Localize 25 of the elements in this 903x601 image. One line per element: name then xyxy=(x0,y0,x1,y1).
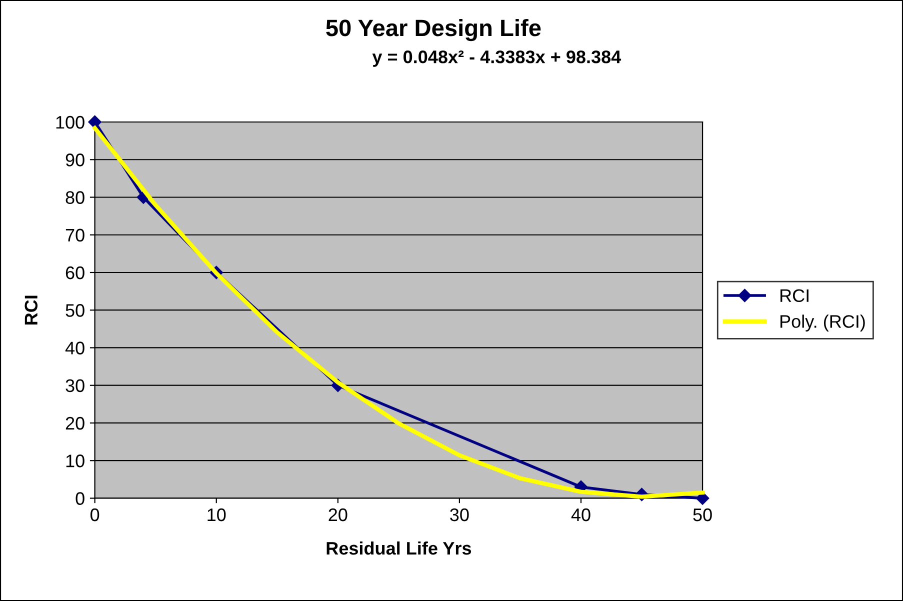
point xyxy=(88,115,102,129)
y-tick-label: 90 xyxy=(66,154,84,166)
y-tick-label: 30 xyxy=(66,379,84,392)
y-tick-label: 10 xyxy=(66,454,84,468)
x-tick-label: 0 xyxy=(90,508,100,522)
x-axis-title: Residual Life Yrs xyxy=(326,541,472,555)
x-tick-label: 30 xyxy=(450,508,469,522)
legend-label: Poly. (RCI) xyxy=(780,314,865,332)
chart-subtitle: y = 0.048x² - 4.3383x + 98.384 xyxy=(372,50,622,67)
x-tick-label: 20 xyxy=(328,508,348,522)
y-tick-label: 70 xyxy=(66,228,84,242)
y-tick-label: 40 xyxy=(65,342,84,354)
y-tick-label: 50 xyxy=(66,304,84,317)
y-tick-label: 60 xyxy=(66,266,84,280)
legend-label: RCI xyxy=(780,289,808,302)
point xyxy=(696,492,710,505)
y-tick-label: 100 xyxy=(56,116,84,129)
x-tick-label: 40 xyxy=(571,508,590,522)
y-tick-label: 80 xyxy=(66,191,84,204)
y-tick-label: 20 xyxy=(66,416,84,430)
chart-title: 50 Year Design Life xyxy=(326,18,541,42)
x-tick-label: 50 xyxy=(693,508,712,522)
y-axis-title: RCI xyxy=(24,296,38,324)
x-tick-label: 10 xyxy=(208,508,226,522)
y-tick-label: 0 xyxy=(76,492,84,505)
